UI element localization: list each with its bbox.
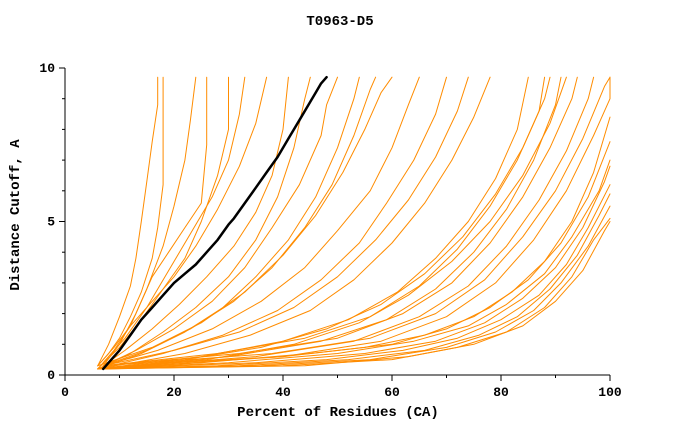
y-tick-label: 0	[47, 368, 55, 383]
series-model-11	[102, 76, 377, 367]
series-model-06	[97, 76, 268, 367]
series-model-17	[97, 76, 529, 370]
series-model-08	[97, 76, 311, 370]
series-model-28	[97, 184, 611, 370]
series-lines	[97, 75, 611, 371]
axes	[64, 68, 610, 376]
series-model-23	[97, 76, 611, 370]
series-model-20	[102, 76, 578, 367]
series-model-14	[97, 76, 447, 370]
series-model-25	[102, 141, 611, 370]
y-axis-label: Distance Cutoff, A	[8, 139, 24, 291]
series-model-33	[97, 76, 159, 367]
series-model-31	[102, 217, 611, 370]
series-model-32	[97, 221, 611, 370]
x-axis-label: Percent of Residues (CA)	[237, 405, 439, 421]
x-axis-ticks: 0 20 40 60 80 100	[61, 375, 622, 400]
x-tick-label: 20	[166, 385, 182, 400]
x-tick-label: 40	[275, 385, 291, 400]
x-tick-label: 60	[384, 385, 400, 400]
axis-frame	[64, 68, 610, 376]
series-model-30	[97, 205, 611, 370]
y-tick-label: 10	[39, 61, 55, 76]
series-model-12	[97, 76, 393, 367]
series-model-21	[97, 76, 595, 370]
y-tick-label: 5	[47, 215, 55, 230]
series-model-16	[97, 76, 491, 370]
series-model-03	[102, 76, 208, 367]
x-tick-label: 80	[493, 385, 509, 400]
series-model-35	[97, 76, 567, 370]
series-model-09	[102, 76, 338, 367]
series-model-15	[102, 76, 469, 367]
chart-title: T0963-D5	[306, 14, 374, 30]
series-model-27	[102, 165, 611, 370]
series-model-26	[97, 159, 611, 370]
y-axis-ticks: 0 5 10	[39, 61, 65, 383]
series-model-01	[97, 76, 164, 367]
series-model-02	[97, 76, 197, 370]
series-highlighted-model	[101, 75, 328, 371]
x-tick-label: 100	[598, 385, 622, 400]
series-model-13	[102, 76, 420, 367]
series-model-34	[102, 76, 551, 370]
series-model-07	[102, 76, 289, 367]
series-model-05	[102, 76, 246, 364]
series-model-22	[102, 76, 611, 367]
x-tick-label: 0	[61, 385, 69, 400]
series-model-29	[102, 193, 611, 370]
series-model-19	[97, 76, 562, 370]
